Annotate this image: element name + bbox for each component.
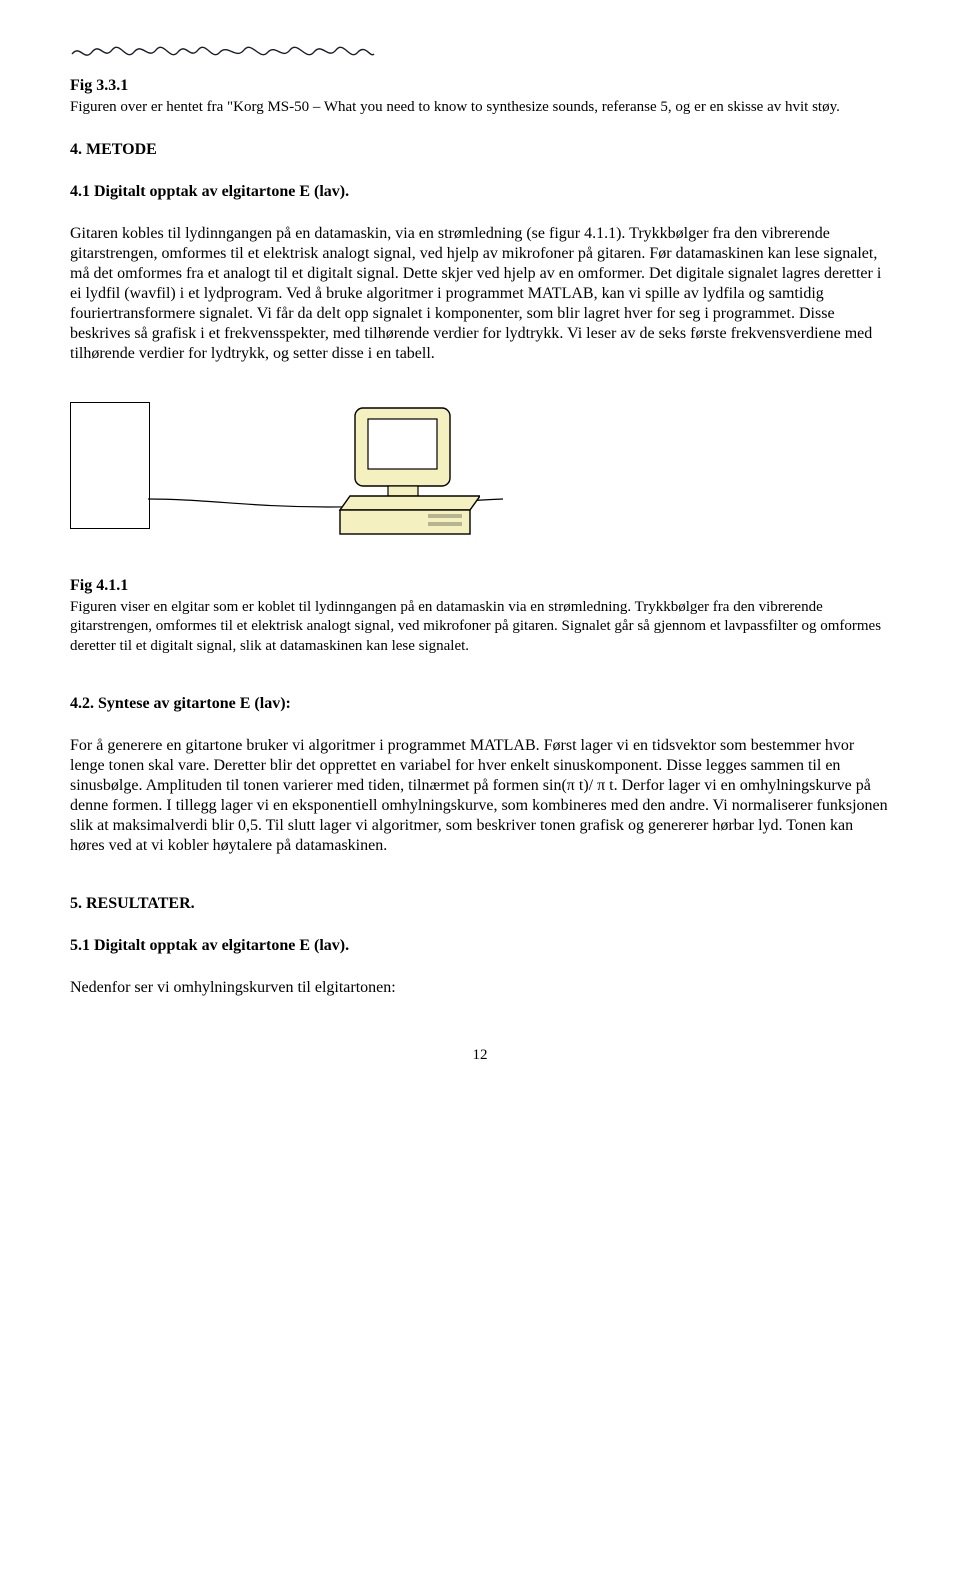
noise-squiggle [70,40,890,70]
fig-411-caption: Figuren viser en elgitar som er koblet t… [70,598,890,657]
section-5-title: 5. RESULTATER. [70,894,890,914]
section-42-body: For å generere en gitartone bruker vi al… [70,736,890,856]
fig-331-caption: Figuren over er hentet fra "Korg MS-50 –… [70,98,890,118]
fig-331-label-text: Fig 3.3.1 [70,77,128,94]
section-41-body: Gitaren kobles til lydinngangen på en da… [70,224,890,364]
section-41-title: 4.1 Digitalt opptak av elgitartone E (la… [70,182,890,202]
guitar-box [70,402,150,529]
section-51-body: Nedenfor ser vi omhylningskurven til elg… [70,978,890,998]
computer-icon [330,402,480,552]
squiggle-svg [70,40,380,64]
page-number: 12 [70,1046,890,1065]
fig-411-label: Fig 4.1.1 [70,576,890,596]
figure-411-diagram [70,392,630,552]
section-42-title: 4.2. Syntese av gitartone E (lav): [70,694,890,714]
section-4-title: 4. METODE [70,140,890,160]
fig-411-label-text: Fig 4.1.1 [70,577,128,594]
section-51-title: 5.1 Digitalt opptak av elgitartone E (la… [70,936,890,956]
fig-331-label: Fig 3.3.1 [70,76,890,96]
